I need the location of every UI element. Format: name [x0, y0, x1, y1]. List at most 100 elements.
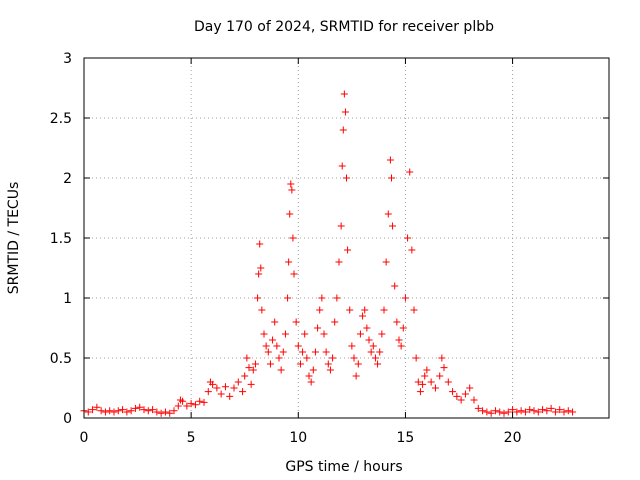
data-point [483, 408, 491, 416]
data-point [367, 348, 375, 356]
data-point [284, 294, 292, 302]
data-point [363, 324, 371, 332]
x-tick-label: 10 [289, 430, 307, 446]
data-point [127, 407, 135, 415]
data-point [352, 372, 360, 380]
data-point [299, 348, 307, 356]
data-point [89, 406, 97, 414]
data-point [521, 408, 529, 416]
data-point [487, 409, 495, 417]
data-point [123, 408, 131, 416]
data-point [286, 210, 294, 218]
data-point [97, 407, 105, 415]
data-point [335, 258, 343, 266]
data-point [412, 354, 420, 362]
data-point [466, 384, 474, 392]
data-point [331, 318, 339, 326]
data-point [170, 407, 178, 415]
data-point [289, 234, 297, 242]
data-point [157, 409, 165, 417]
data-point [305, 372, 313, 380]
y-tick-label: 2 [63, 171, 72, 187]
data-point [84, 408, 92, 416]
data-point [388, 174, 395, 182]
data-point [399, 324, 407, 332]
data-point [217, 390, 225, 398]
data-point [183, 402, 191, 410]
data-point [419, 380, 427, 388]
data-point [322, 348, 330, 356]
data-point [314, 324, 322, 332]
data-point [401, 294, 409, 302]
data-point [461, 390, 469, 398]
data-point [339, 126, 347, 134]
data-point [260, 330, 268, 338]
data-point [504, 408, 512, 416]
data-point [496, 408, 504, 416]
y-axis-label: SRMTID / TECUs [6, 182, 22, 295]
data-point [241, 372, 249, 380]
data-point [153, 408, 161, 416]
data-point [288, 186, 296, 194]
data-points [80, 90, 577, 417]
data-point [517, 407, 525, 415]
data-point [114, 407, 122, 415]
data-point [348, 342, 356, 350]
data-point [285, 258, 293, 266]
data-point [196, 397, 204, 405]
data-point [277, 366, 285, 374]
data-point [230, 384, 238, 392]
data-point [149, 406, 157, 414]
data-point [161, 408, 169, 416]
data-point [213, 384, 221, 392]
data-point [204, 388, 212, 396]
data-point [316, 306, 324, 314]
data-point [395, 336, 403, 344]
data-point [344, 246, 352, 254]
data-point [543, 407, 551, 415]
data-point [431, 384, 439, 392]
data-point [427, 378, 435, 386]
data-point [290, 270, 298, 278]
data-point [547, 404, 555, 412]
data-point [444, 378, 452, 386]
data-point [393, 318, 401, 326]
data-point [414, 378, 422, 386]
data-point [281, 330, 289, 338]
x-axis-label: GPS time / hours [285, 459, 402, 475]
data-point [307, 378, 315, 386]
data-point [509, 406, 517, 414]
data-point [266, 360, 274, 368]
data-point [341, 108, 349, 116]
data-point [404, 234, 412, 242]
data-point [560, 408, 568, 416]
data-point [526, 406, 534, 414]
data-point [247, 380, 255, 388]
data-point [340, 90, 348, 98]
y-tick-label: 0 [63, 411, 72, 427]
data-point [338, 162, 346, 170]
data-point [356, 330, 364, 338]
data-point [382, 258, 390, 266]
data-point [296, 360, 304, 368]
x-axis-ticks: 0 5 10 15 20 [80, 58, 521, 446]
data-point [397, 342, 405, 350]
data-point [245, 364, 253, 372]
data-point [257, 264, 265, 272]
data-point [346, 306, 354, 314]
data-point [326, 366, 334, 374]
data-point [318, 294, 326, 302]
data-point [258, 306, 266, 314]
data-point [470, 396, 478, 404]
data-point [376, 348, 384, 356]
data-point [191, 401, 199, 409]
data-point [309, 366, 317, 374]
data-point [380, 306, 388, 314]
data-point [391, 282, 399, 290]
data-point [200, 398, 208, 406]
data-point [119, 406, 127, 414]
data-point [453, 392, 461, 400]
data-point [416, 388, 424, 396]
y-tick-label: 1.5 [50, 231, 72, 247]
